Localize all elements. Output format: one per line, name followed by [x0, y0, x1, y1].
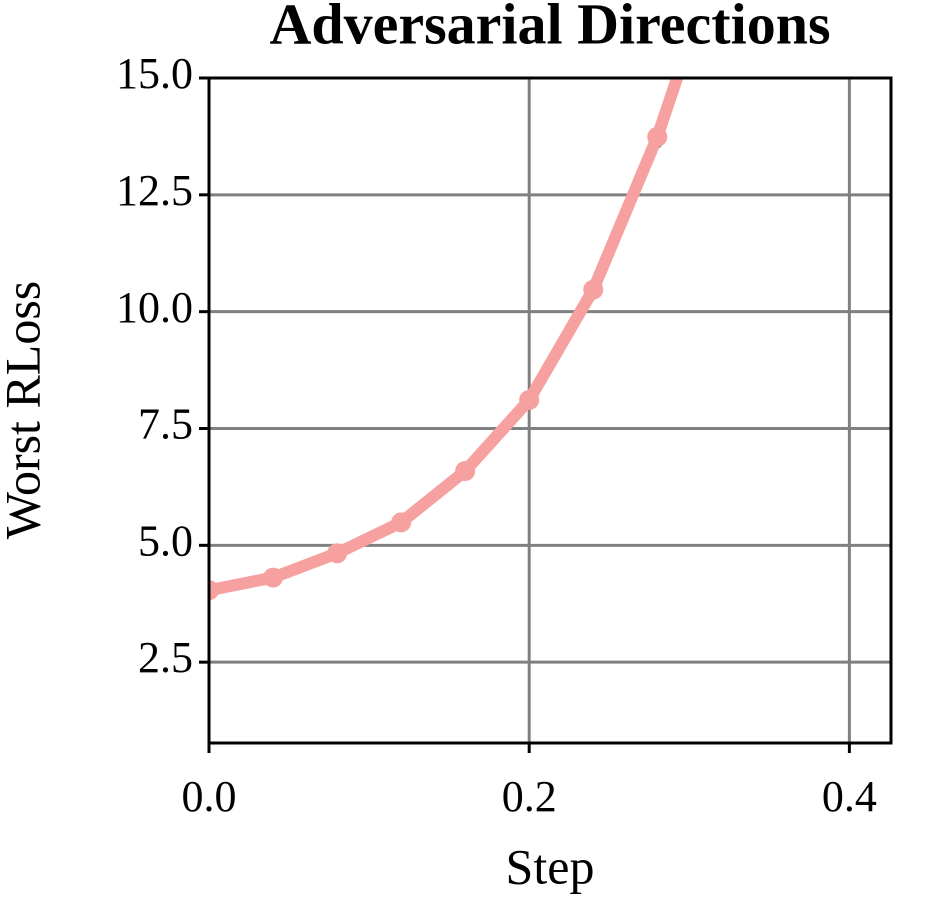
x-tick-label: 0.4 [822, 772, 877, 821]
series-point [263, 567, 284, 588]
series-point [519, 389, 540, 410]
series-point [647, 126, 668, 147]
y-tick-label: 10.0 [116, 283, 193, 332]
y-tick-label: 7.5 [138, 400, 193, 449]
series-line [209, 78, 684, 597]
series-point [455, 461, 476, 482]
series-point [209, 580, 219, 601]
x-tick-label: 0.2 [502, 772, 557, 821]
series-line [209, 78, 681, 592]
y-tick-label: 2.5 [138, 633, 193, 682]
chart-title: Adversarial Directions [269, 0, 830, 56]
y-tick-label: 12.5 [116, 166, 193, 215]
x-tick-label: 0.0 [182, 772, 237, 821]
y-tick-label: 5.0 [138, 516, 193, 565]
y-axis-label: Worst RLoss [0, 281, 50, 540]
y-tick-label: 15.0 [116, 49, 193, 98]
plot-area [209, 78, 684, 601]
series-point [583, 279, 604, 300]
series-point [327, 543, 348, 564]
axes-frame [207, 76, 893, 745]
series-point [391, 512, 412, 533]
grid [207, 76, 891, 743]
x-axis-label: Step [506, 838, 595, 894]
